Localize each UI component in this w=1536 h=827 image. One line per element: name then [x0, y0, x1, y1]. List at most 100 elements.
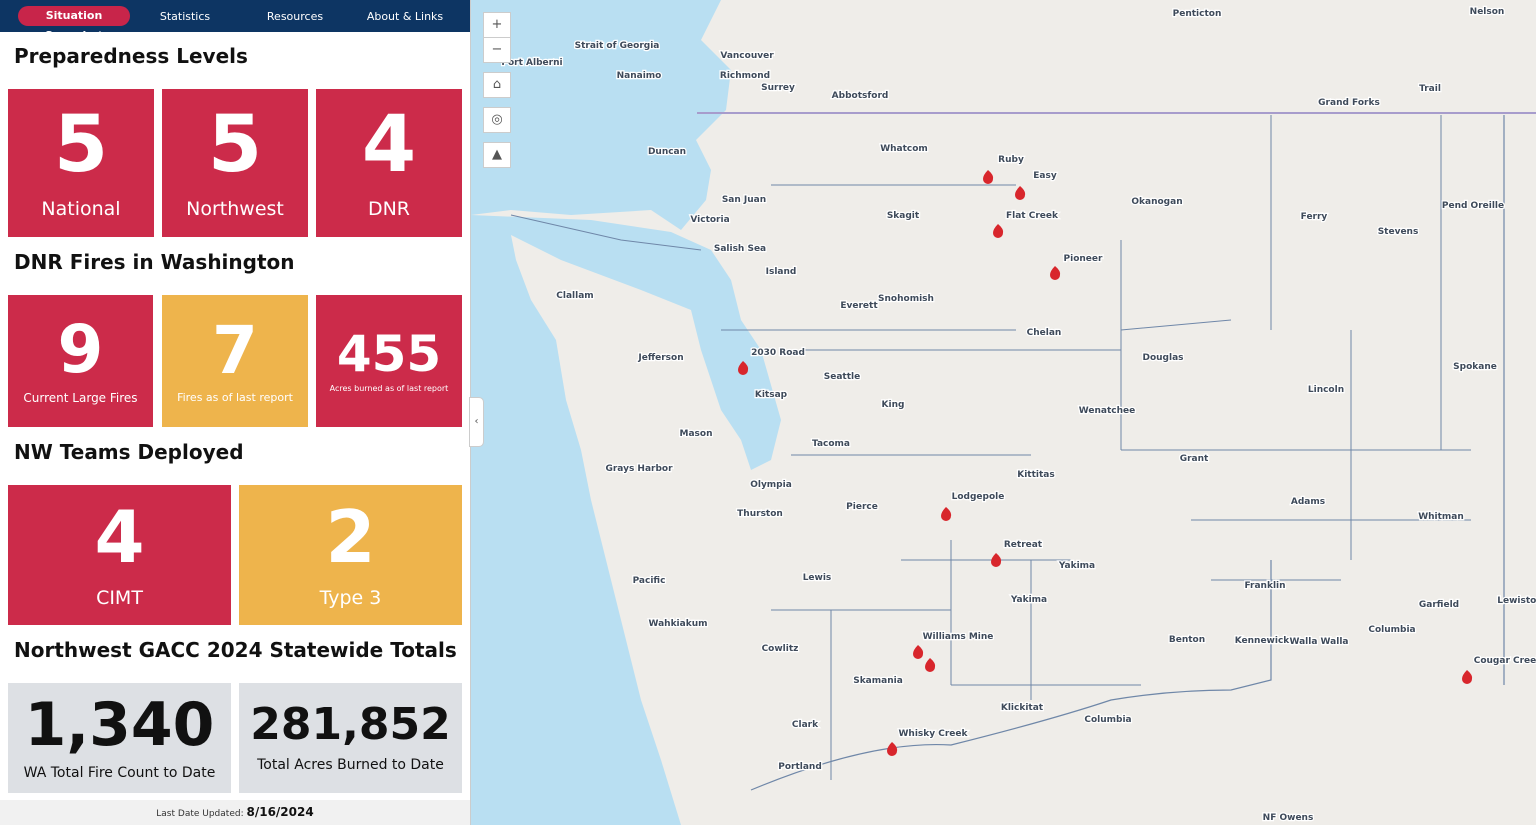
map-label: Nanaimo	[617, 71, 662, 81]
map-label: Duncan	[648, 147, 686, 157]
section-title: Northwest GACC 2024 Statewide Totals	[14, 638, 457, 662]
state-line	[750, 115, 1505, 791]
map-label: Everett	[840, 301, 878, 311]
side-panel: Situation Snapshot Statistics Resources Abo…	[0, 0, 471, 825]
tile-label: DNR	[367, 197, 411, 220]
stat-tile: 4 DNR	[316, 89, 462, 237]
map-label: Easy	[1033, 171, 1057, 181]
section-title: Preparedness Levels	[14, 44, 248, 68]
map-label: Adams	[1291, 497, 1325, 507]
map-label: 2030 Road	[751, 348, 805, 358]
map-label: Spokane	[1453, 362, 1497, 372]
fire-icon	[983, 170, 994, 184]
water	[471, 215, 781, 825]
stat-tile: 455 Acres burned as of last report	[316, 295, 462, 427]
map-label: Skagit	[887, 211, 920, 221]
home-button[interactable]: ⌂	[483, 72, 511, 98]
map-label: Yakima	[1058, 561, 1095, 571]
map-label: Whitman	[1418, 512, 1464, 522]
fire-icon	[738, 361, 749, 375]
fire-icon	[991, 553, 1002, 567]
tile-label: CIMT	[96, 586, 143, 609]
stat-tile: 5 Northwest	[162, 89, 308, 237]
map-label: NF Owens	[1263, 813, 1314, 823]
section-title: NW Teams Deployed	[14, 440, 244, 464]
locate-button[interactable]: ◎	[483, 107, 511, 133]
map-label: Clallam	[556, 291, 593, 301]
map-label: Pierce	[846, 502, 878, 512]
map-label: Columbia	[1368, 625, 1415, 635]
tile-value: 2	[325, 495, 376, 580]
map-label: Pioneer	[1064, 254, 1103, 264]
map-label: Walla Walla	[1290, 637, 1349, 647]
tile-value: 5	[53, 100, 109, 191]
map-label: Grand Forks	[1318, 98, 1380, 108]
map-label: Okanogan	[1131, 197, 1182, 207]
nav-tab[interactable]: Resources	[266, 9, 324, 23]
nav-tab[interactable]: Statistics	[159, 9, 211, 23]
map-label: Pend Oreille	[1442, 201, 1504, 211]
map-label: Cowlitz	[762, 644, 799, 654]
map-label: Klickitat	[1001, 703, 1044, 713]
tile-label: Fires as of last report	[177, 391, 293, 405]
map-label: Grant	[1180, 454, 1209, 464]
map-label: Surrey	[761, 83, 795, 93]
map-label: Kennewick	[1235, 636, 1291, 646]
map-label: Garfield	[1419, 600, 1459, 610]
map-label: Williams Mine	[923, 632, 994, 642]
fire-icon	[1015, 186, 1026, 200]
tile-label: Type 3	[319, 586, 382, 609]
map-label: Olympia	[750, 480, 792, 490]
map-label: Columbia	[1084, 715, 1131, 725]
nav-tab[interactable]: About & Links	[366, 9, 444, 23]
zoom-out[interactable]: −	[483, 37, 511, 63]
footer-date: 8/16/2024	[246, 805, 314, 819]
map-label: Cougar Creek	[1474, 656, 1536, 666]
map-label: Chelan	[1027, 328, 1062, 338]
collapse-button[interactable]: ‹	[469, 397, 484, 447]
map-label: Whatcom	[880, 144, 928, 154]
stat-tile: 281,852 Total Acres Burned to Date	[239, 683, 462, 793]
footer-label: Last Date Updated:	[156, 809, 244, 819]
tile-label: Current Large Fires	[23, 391, 138, 406]
stat-tile: 2 Type 3	[239, 485, 462, 625]
section-title: DNR Fires in Washington	[14, 250, 295, 274]
stat-tile: 7 Fires as of last report	[162, 295, 308, 427]
map-label: Abbotsford	[832, 91, 889, 101]
map-label: Strait of Georgia	[575, 41, 660, 51]
fire-icon	[925, 658, 936, 672]
map-label: Jefferson	[637, 353, 683, 363]
map-label: Snohomish	[878, 294, 934, 304]
map-label: Benton	[1169, 635, 1205, 645]
map-label: Franklin	[1244, 581, 1285, 591]
map[interactable]: Vancouver Richmond Surrey Abbotsford Nanaimo…	[471, 0, 1536, 825]
map-label: Vancouver	[720, 51, 774, 61]
map-label: Mason	[680, 429, 713, 439]
map-label: Kitsap	[755, 390, 788, 400]
map-label: Richmond	[720, 71, 770, 81]
tile-label: National	[41, 197, 121, 220]
map-label: Yakima	[1010, 595, 1047, 605]
zoom-in[interactable]: +	[483, 12, 511, 38]
map-label: Trail	[1419, 84, 1441, 94]
stat-tile: 5 National	[8, 89, 154, 237]
map-label: Ferry	[1301, 212, 1328, 222]
nav-tab[interactable]: Situation Snapshot	[18, 6, 130, 42]
fire-icon	[1050, 266, 1061, 280]
tile-value: 4	[94, 495, 145, 580]
map-label: Penticton	[1173, 9, 1222, 19]
stat-tile: 1,340 WA Total Fire Count to Date	[8, 683, 231, 793]
compass[interactable]: ▲	[483, 142, 511, 168]
map-label: Wenatchee	[1079, 406, 1135, 416]
map-label: Tacoma	[812, 439, 850, 449]
map-label: Island	[766, 267, 797, 277]
stat-tile: 4 CIMT	[8, 485, 231, 625]
fire-icon	[941, 507, 952, 521]
map-label: Douglas	[1142, 353, 1183, 363]
tile-value: 4	[361, 100, 417, 191]
map-label: Thurston	[737, 509, 783, 519]
map-label: Flat Creek	[1006, 211, 1059, 221]
map-label: Skamania	[853, 676, 903, 686]
map-label: Wahkiakum	[648, 619, 707, 629]
